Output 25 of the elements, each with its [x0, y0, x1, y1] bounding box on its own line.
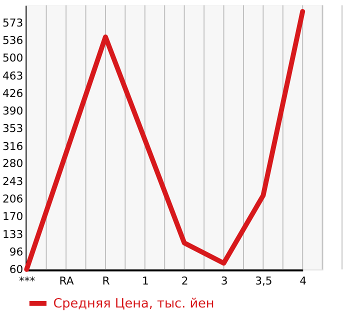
x-tick-label: 2: [181, 274, 188, 288]
y-tick-label: 170: [2, 210, 24, 224]
y-tick-label: 206: [2, 192, 24, 206]
y-tick-label: 536: [2, 34, 24, 48]
x-tick-label: ***: [18, 274, 36, 288]
y-tick-label: 243: [2, 174, 24, 188]
y-tick-label: 280: [2, 157, 24, 170]
x-tick-label: R: [102, 274, 110, 288]
y-tick-label: 573: [2, 16, 24, 30]
legend-label: Средняя Цена, тыс. йен: [53, 296, 214, 312]
y-tick-label: 463: [2, 69, 24, 82]
y-tick-label: 96: [9, 246, 24, 259]
x-tick-label: 3,5: [255, 274, 272, 288]
x-tick-label: 3: [220, 274, 228, 288]
line-series: [24, 9, 306, 272]
y-tick-label: 316: [2, 140, 24, 153]
y-tick-label: 426: [2, 87, 24, 100]
y-tick-label: 500: [2, 52, 24, 65]
y-tick-label: 390: [2, 104, 24, 118]
y-tick-label: 133: [2, 228, 24, 241]
x-tick-label: 4: [300, 274, 307, 288]
x-tick-label: RA: [59, 274, 74, 288]
x-tick-label: 1: [142, 274, 149, 288]
y-tick-label: 353: [2, 122, 24, 136]
y-tick-label: 60: [9, 262, 24, 276]
